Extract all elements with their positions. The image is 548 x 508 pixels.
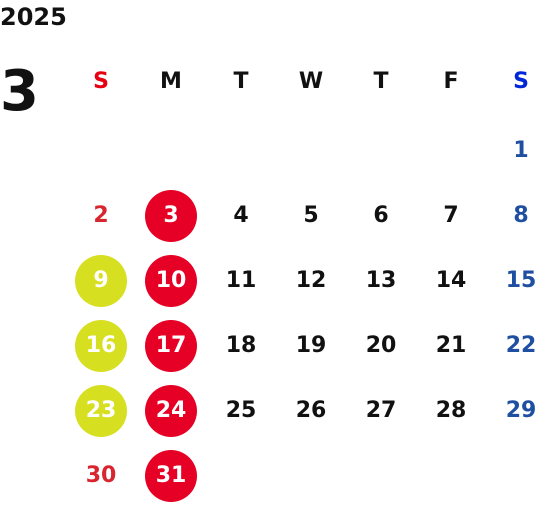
- calendar-cell[interactable]: 12: [276, 248, 346, 313]
- weekday-label-sunday: S: [93, 69, 109, 94]
- calendar-day: 25: [225, 397, 257, 423]
- calendar-day: 27: [365, 397, 397, 423]
- calendar-cell[interactable]: 23: [66, 378, 136, 443]
- calendar-cell: [206, 118, 276, 183]
- calendar-day: 8: [513, 202, 529, 228]
- calendar-cell[interactable]: 29: [486, 378, 548, 443]
- calendar-day: [145, 125, 197, 177]
- calendar-day: [75, 125, 127, 177]
- calendar-day: [425, 125, 477, 177]
- calendar-cell[interactable]: 19: [276, 313, 346, 378]
- month-label: 3: [0, 59, 39, 124]
- calendar-cell[interactable]: 2: [66, 183, 136, 248]
- calendar-day: 5: [303, 202, 319, 228]
- calendar-cell[interactable]: 17: [136, 313, 206, 378]
- calendar-cell: [276, 443, 346, 508]
- calendar-cell[interactable]: 4: [206, 183, 276, 248]
- calendar-cell[interactable]: 5: [276, 183, 346, 248]
- year-label: 2025: [0, 3, 67, 31]
- weekday-label-tuesday: T: [233, 69, 249, 94]
- calendar-day: 11: [225, 267, 257, 293]
- calendar-cell[interactable]: 8: [486, 183, 548, 248]
- calendar-day: 6: [373, 202, 389, 228]
- calendar-cell[interactable]: 3: [136, 183, 206, 248]
- calendar-cell: [346, 118, 416, 183]
- calendar-day: [355, 450, 407, 502]
- calendar-day: 19: [295, 332, 327, 358]
- calendar-day: [215, 125, 267, 177]
- weekday-label-friday: F: [443, 69, 459, 94]
- calendar-cell: [206, 443, 276, 508]
- calendar-cell[interactable]: 16: [66, 313, 136, 378]
- calendar-cell[interactable]: 30: [66, 443, 136, 508]
- calendar-day: 14: [435, 267, 467, 293]
- calendar-cell[interactable]: 6: [346, 183, 416, 248]
- highlighted-day: 9: [75, 254, 127, 307]
- calendar-cell[interactable]: 21: [416, 313, 486, 378]
- calendar-cell[interactable]: 28: [416, 378, 486, 443]
- calendar-day: 1: [513, 137, 529, 163]
- calendar-cell: [416, 118, 486, 183]
- calendar-day: [215, 450, 267, 502]
- calendar-cell[interactable]: 18: [206, 313, 276, 378]
- calendar-day: 15: [505, 267, 537, 293]
- calendar-cell: [66, 118, 136, 183]
- highlighted-day: 16: [75, 319, 127, 372]
- highlighted-day: 3: [145, 189, 197, 242]
- calendar-day: [495, 450, 547, 502]
- calendar-cell[interactable]: 15: [486, 248, 548, 313]
- calendar-cell[interactable]: 27: [346, 378, 416, 443]
- calendar-cell[interactable]: 31: [136, 443, 206, 508]
- calendar-day: [425, 450, 477, 502]
- calendar-grid: 1 2 3 4 5 6 7 8 9 10 11 12 13 14 15 16 17 18 19 20 21 22 23 24 2…: [66, 118, 548, 508]
- calendar-day: 22: [505, 332, 537, 358]
- calendar-cell[interactable]: 22: [486, 313, 548, 378]
- calendar-cell: [416, 443, 486, 508]
- calendar-cell[interactable]: 20: [346, 313, 416, 378]
- calendar-day: [285, 125, 337, 177]
- highlighted-day: 23: [75, 384, 127, 437]
- calendar-day: [285, 450, 337, 502]
- weekday-label-saturday: S: [513, 69, 529, 94]
- calendar-day: 28: [435, 397, 467, 423]
- calendar-cell[interactable]: 7: [416, 183, 486, 248]
- weekday-label-monday: M: [160, 69, 182, 94]
- calendar-cell[interactable]: 25: [206, 378, 276, 443]
- calendar-day: 4: [233, 202, 249, 228]
- calendar-cell[interactable]: 11: [206, 248, 276, 313]
- highlighted-day: 17: [145, 319, 197, 372]
- calendar-day: 29: [505, 397, 537, 423]
- calendar-day: 12: [295, 267, 327, 293]
- calendar-day: 30: [85, 462, 117, 488]
- weekday-label-wednesday: W: [298, 69, 324, 94]
- weekday-header: S M T W T F S: [66, 62, 548, 102]
- calendar-cell[interactable]: 24: [136, 378, 206, 443]
- calendar-cell[interactable]: 9: [66, 248, 136, 313]
- highlighted-day: 31: [145, 449, 197, 502]
- calendar-cell[interactable]: 10: [136, 248, 206, 313]
- calendar-cell: [276, 118, 346, 183]
- calendar-cell[interactable]: 1: [486, 118, 548, 183]
- calendar-day: 20: [365, 332, 397, 358]
- calendar-day: 21: [435, 332, 467, 358]
- highlighted-day: 10: [145, 254, 197, 307]
- calendar-day: 2: [93, 202, 109, 228]
- calendar-cell: [486, 443, 548, 508]
- calendar-day: [355, 125, 407, 177]
- highlighted-day: 24: [145, 384, 197, 437]
- calendar-cell: [346, 443, 416, 508]
- calendar-cell[interactable]: 13: [346, 248, 416, 313]
- calendar-cell: [136, 118, 206, 183]
- calendar-day: 18: [225, 332, 257, 358]
- calendar-cell[interactable]: 26: [276, 378, 346, 443]
- calendar-day: 26: [295, 397, 327, 423]
- weekday-label-thursday: T: [373, 69, 389, 94]
- calendar-day: 7: [443, 202, 459, 228]
- calendar-cell[interactable]: 14: [416, 248, 486, 313]
- calendar-day: 13: [365, 267, 397, 293]
